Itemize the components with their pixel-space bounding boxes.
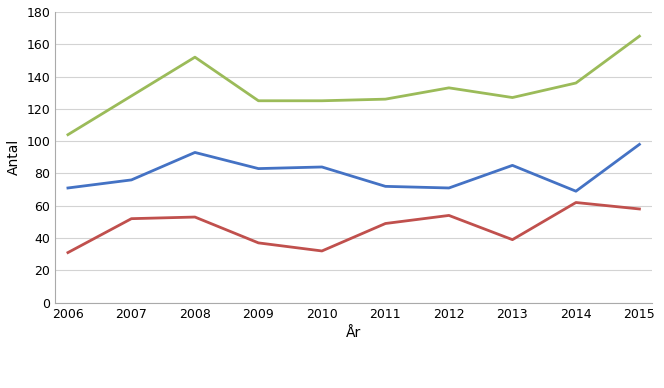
Y-axis label: Antal: Antal bbox=[7, 139, 21, 175]
X-axis label: År: År bbox=[346, 326, 361, 340]
